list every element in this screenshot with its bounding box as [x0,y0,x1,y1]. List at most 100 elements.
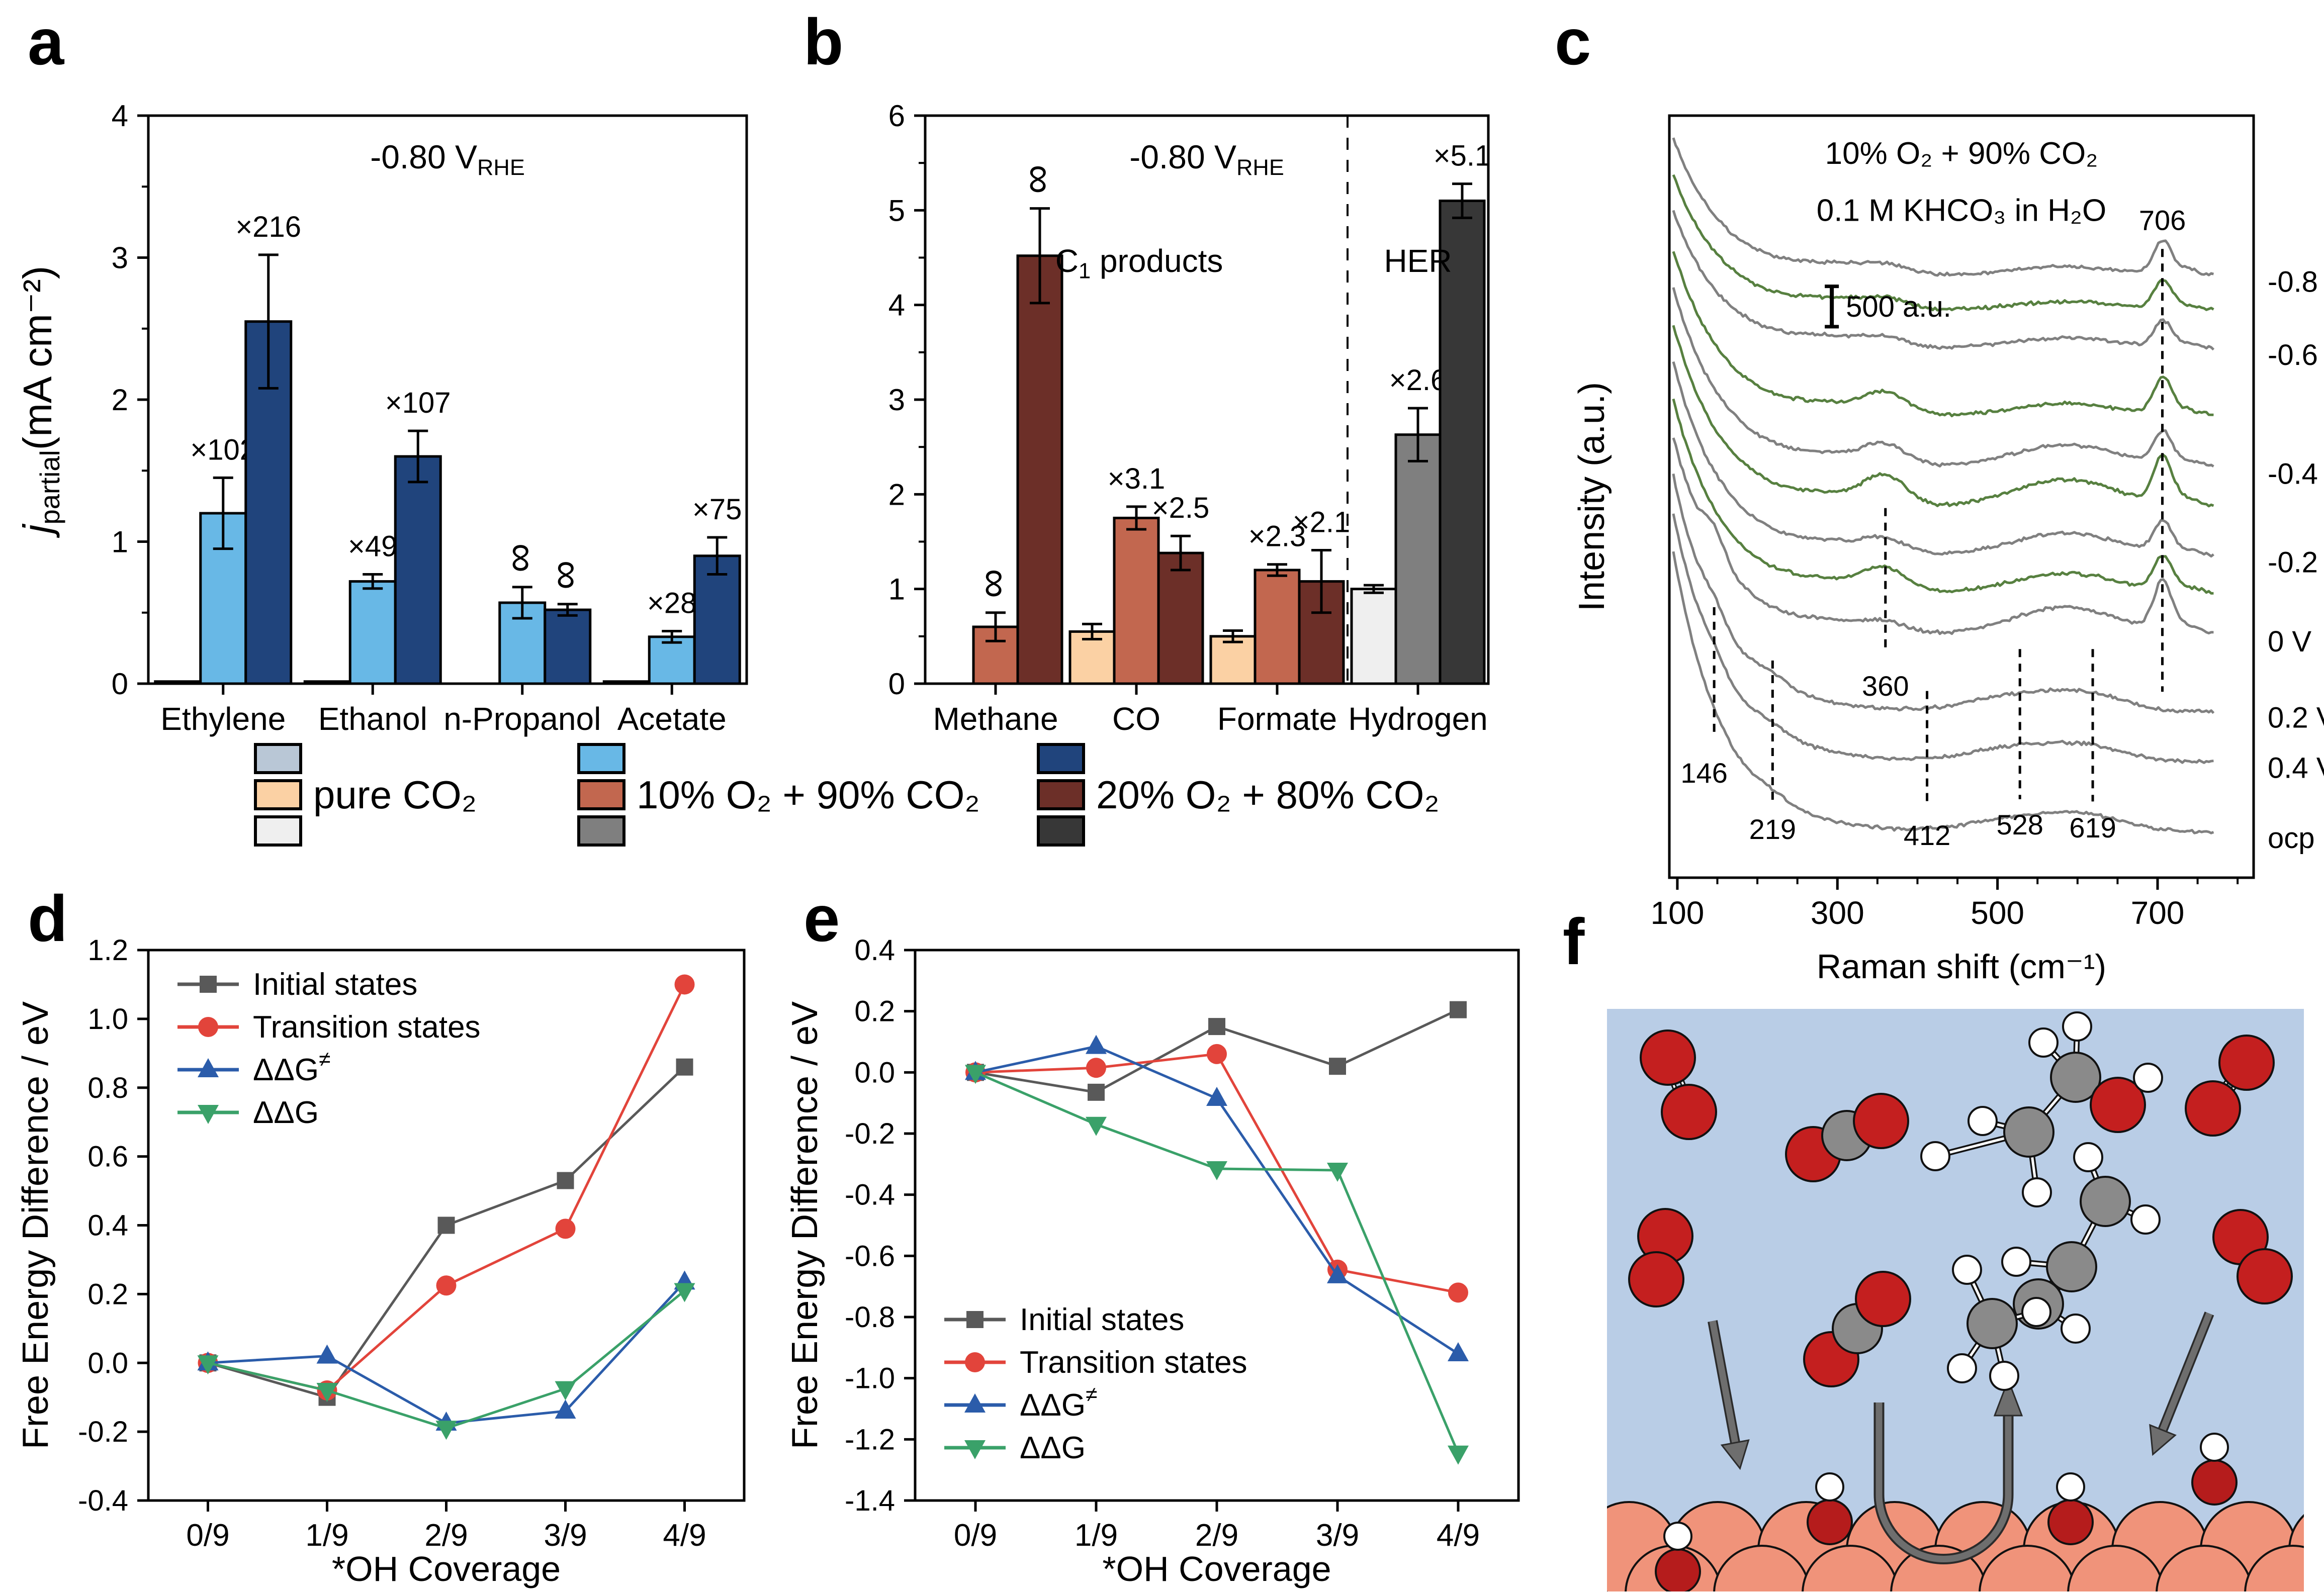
svg-text:219: 219 [1749,813,1796,845]
raman-trace-6 [1672,361,2214,558]
svg-text:Ethanol: Ethanol [318,701,427,737]
bar [394,455,442,685]
h-atom [2061,1314,2091,1344]
svg-text:3/9: 3/9 [1316,1518,1359,1553]
svg-text:0.6: 0.6 [87,1141,128,1173]
legend-swatch [577,743,625,774]
condition-legend: pure CO₂ 10% O₂ + 90% CO₂ 20% O₂ + 80% C… [0,743,1529,859]
svg-text:-0.2: -0.2 [845,1117,895,1150]
svg-text:500 a.u.: 500 a.u. [1846,291,1951,323]
svg-text:Hydrogen: Hydrogen [1348,701,1488,737]
svg-text:4/9: 4/9 [663,1518,706,1553]
svg-text:1/9: 1/9 [1075,1518,1118,1553]
legend-swatch [1037,815,1085,847]
svg-text:Transition states: Transition states [253,1010,481,1045]
svg-text:0.2: 0.2 [87,1278,128,1310]
svg-text:0.2 V: 0.2 V [2268,702,2324,734]
svg-text:-0.6: -0.6 [845,1240,895,1272]
surface-atom [1802,1545,1899,1591]
svg-text:4: 4 [888,289,905,322]
raman-trace-4 [1672,287,2214,467]
o2-molecule [1628,1208,1693,1307]
o-atom [2090,1077,2146,1133]
h-atom [2062,1011,2092,1042]
o-atom [2218,1035,2275,1091]
o-atom [1640,1029,1696,1086]
raman-trace-9 [1672,474,2215,714]
bar [1209,635,1257,685]
raman-trace-7 [1672,398,2214,595]
svg-text:0 V: 0 V [2268,625,2311,658]
o-atom [2185,1080,2241,1137]
svg-text:jpartial(mA cm⁻²): jpartial(mA cm⁻²) [15,266,65,538]
raman-trace-11 [1672,551,2214,834]
c-atom [2080,1176,2131,1227]
svg-text:ΔΔG≠: ΔΔG≠ [253,1047,330,1087]
raman-trace-1 [1672,174,2214,312]
svg-text:2: 2 [888,478,905,511]
panel-b-bar-chart: 0 1 2 3 4 5 6 Methane CO Formate Hydrogen ∞ ×3.1 ×2.3… [888,99,1491,737]
legend-label-20-o2: 20% O₂ + 80% CO₂ [1096,772,1440,817]
bar-series-0 [1068,584,1397,685]
bar [1350,588,1397,685]
h-atom [1968,1106,1998,1136]
svg-text:6: 6 [888,99,905,133]
svg-text:×49: ×49 [348,530,397,563]
svg-text:1.0: 1.0 [87,1003,128,1036]
svg-text:-1.4: -1.4 [845,1484,895,1517]
svg-text:500: 500 [1971,895,2024,931]
legend-swatches-20-o2 [1037,743,1085,847]
svg-text:0.0: 0.0 [87,1347,128,1379]
panel-f-illustration [1607,1009,2304,1591]
legend-swatch [577,815,625,847]
raman-trace-8 [1672,437,2214,635]
o2-molecule [2212,1209,2293,1304]
surface-atom [1979,1545,2076,1591]
panel-a-bar-chart: 0 1 2 3 4 Ethylene Ethanol n-Propanol Acetate ×10… [15,99,748,737]
legend-swatches-10-o2 [577,743,625,847]
svg-text:×2.3: ×2.3 [1248,520,1306,553]
svg-text:∞: ∞ [499,543,545,573]
c-atom [2050,1052,2101,1103]
svg-text:700: 700 [2131,895,2185,931]
svg-text:HER: HER [1384,243,1452,279]
svg-text:3: 3 [888,383,905,417]
svg-text:619: 619 [2069,812,2116,844]
line-series-3 [197,1283,695,1440]
co2-molecule [1785,1093,1909,1182]
legend-swatch [254,815,302,847]
svg-text:-0.2 V: -0.2 V [2268,546,2324,579]
co2-molecule [1803,1271,1911,1387]
raman-trace-3 [1672,251,2214,418]
surface-atom [2156,1545,2253,1591]
c-atom [2003,1106,2054,1158]
svg-text:∞: ∞ [973,569,1019,598]
h-atom [1920,1141,1950,1171]
h-atom [2130,1204,2161,1235]
bar [1439,200,1486,685]
raman-trace-2 [1672,210,2215,351]
hydroxyl-adsorbate [2191,1433,2238,1506]
svg-text:Acetate: Acetate [617,701,727,737]
svg-text:360: 360 [1862,670,1909,702]
svg-text:ocp: ocp [2268,822,2315,855]
svg-text:0.1 M KHCO₃ in H₂O: 0.1 M KHCO₃ in H₂O [1817,194,2106,228]
line-series-2 [965,1035,1469,1361]
svg-text:1: 1 [888,573,905,606]
h-atom [1947,1353,1977,1383]
hydroxyl-adsorbate [2047,1472,2094,1545]
svg-text:Formate: Formate [1217,701,1337,737]
svg-text:×2.1: ×2.1 [1293,506,1351,538]
surface-atom [2244,1545,2304,1591]
c-atom [1967,1298,2018,1349]
svg-text:-1.2: -1.2 [845,1423,895,1456]
svg-text:4: 4 [112,99,128,133]
svg-text:-0.4: -0.4 [78,1484,128,1517]
svg-text:-0.4: -0.4 [845,1179,895,1211]
h-atom [2001,1247,2031,1277]
o-atom [1661,1084,1717,1140]
bar [648,635,696,685]
legend-swatches-pure-co2 [254,743,302,847]
svg-text:Methane: Methane [933,701,1058,737]
bar [1113,516,1160,685]
